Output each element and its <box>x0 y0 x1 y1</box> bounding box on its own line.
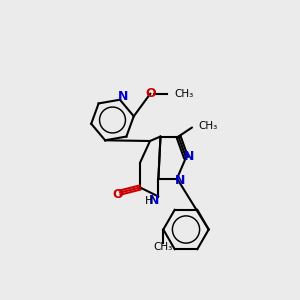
Text: O: O <box>145 87 156 100</box>
Text: H: H <box>145 196 154 206</box>
Text: N: N <box>184 149 194 163</box>
Text: CH₃: CH₃ <box>174 89 194 99</box>
Text: O: O <box>112 188 123 201</box>
Text: N: N <box>118 90 128 103</box>
Text: N: N <box>175 173 185 187</box>
Text: CH₃: CH₃ <box>199 121 218 131</box>
Text: CH₃: CH₃ <box>154 242 173 252</box>
Text: N: N <box>149 194 159 207</box>
